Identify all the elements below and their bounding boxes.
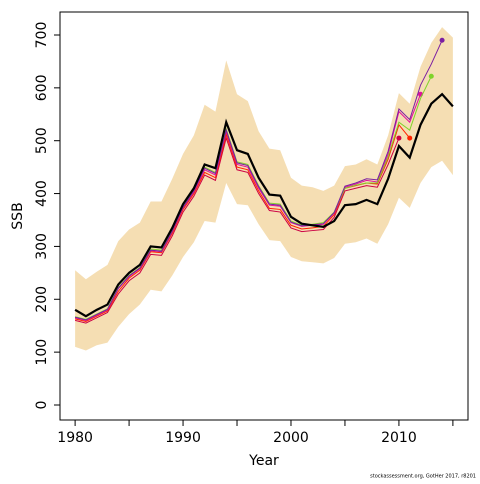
retro-endpoint xyxy=(396,135,402,141)
y-tick-label: 500 xyxy=(34,127,50,154)
plot-frame xyxy=(59,11,469,421)
y-axis-label: SSB xyxy=(10,202,26,229)
y-tick-label: 600 xyxy=(34,74,50,101)
retro-endpoint xyxy=(428,73,434,79)
confidence-band xyxy=(75,27,453,351)
y-tick-label: 0 xyxy=(34,401,50,410)
y-tick-label: 700 xyxy=(34,22,50,49)
x-tick-label: 2000 xyxy=(273,430,309,446)
y-tick-label: 300 xyxy=(34,233,50,260)
footer: stockassessment.org, GotHer 2017, r8201 xyxy=(370,474,476,480)
y-tick-label: 100 xyxy=(34,339,50,366)
retro-line xyxy=(74,40,443,321)
x-tick-label: 1990 xyxy=(165,430,201,446)
x-tick-label: 1980 xyxy=(57,430,93,446)
main-line xyxy=(74,92,454,318)
x-axis-label: Year xyxy=(248,453,279,469)
x-tick-label: 2010 xyxy=(381,430,417,446)
y-tick-label: 400 xyxy=(34,180,50,207)
retro-endpoint xyxy=(407,135,413,141)
retro-endpoint xyxy=(439,37,445,43)
retro-line xyxy=(74,136,400,324)
y-tick-label: 200 xyxy=(34,286,50,313)
